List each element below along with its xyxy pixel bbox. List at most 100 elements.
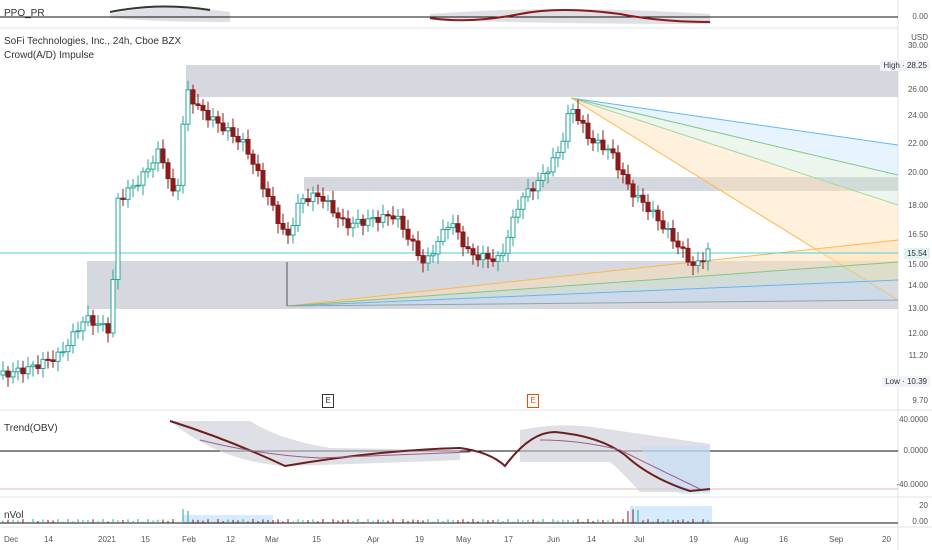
candle bbox=[275, 204, 281, 224]
candle bbox=[10, 371, 16, 378]
candle bbox=[500, 252, 506, 257]
trend-axis-label: -40.0000 bbox=[896, 480, 928, 489]
time-axis-label: Apr bbox=[367, 535, 380, 544]
candle bbox=[560, 140, 566, 153]
candle bbox=[515, 208, 521, 218]
candle bbox=[180, 123, 186, 186]
symbol-title[interactable]: SoFi Technologies, Inc., 24h, Cboe BZX bbox=[4, 36, 182, 47]
candle bbox=[40, 358, 46, 369]
high-badge: High · 28.25 bbox=[880, 60, 930, 71]
candle bbox=[280, 222, 286, 230]
candle bbox=[290, 224, 296, 236]
candle bbox=[650, 209, 656, 213]
price-axis-label: 18.00 bbox=[907, 201, 928, 210]
candle bbox=[115, 197, 121, 280]
price-axis-label: 15.00 bbox=[907, 260, 928, 269]
candle bbox=[380, 214, 386, 223]
candle bbox=[300, 198, 306, 204]
candle bbox=[130, 185, 136, 189]
candle bbox=[85, 315, 91, 323]
time-axis-label: 12 bbox=[226, 535, 235, 544]
candle bbox=[565, 113, 571, 142]
current-price-badge: 15.54 bbox=[903, 248, 930, 259]
price-axis-label: 20.00 bbox=[907, 168, 928, 177]
candle bbox=[425, 255, 431, 264]
candle bbox=[600, 139, 606, 151]
candle bbox=[680, 246, 686, 249]
candle bbox=[185, 89, 191, 125]
nvol-pane bbox=[0, 506, 898, 524]
candle bbox=[320, 195, 326, 202]
indicator-label[interactable]: Crowd(A/D) Impulse bbox=[4, 50, 95, 61]
candle bbox=[540, 172, 546, 181]
candle bbox=[630, 183, 636, 198]
candle bbox=[385, 214, 391, 217]
trend-label[interactable]: Trend(OBV) bbox=[4, 423, 58, 434]
candle bbox=[315, 192, 321, 197]
candle bbox=[550, 157, 556, 173]
candle bbox=[345, 218, 351, 229]
time-axis-label: 20 bbox=[882, 535, 891, 544]
time-axis-label: 17 bbox=[504, 535, 513, 544]
candle bbox=[665, 228, 671, 231]
earnings-marker[interactable]: E bbox=[527, 394, 539, 408]
time-axis-label: Sep bbox=[829, 535, 844, 544]
candle bbox=[670, 228, 676, 242]
candle bbox=[485, 253, 491, 260]
candle bbox=[325, 200, 331, 203]
candlestick-series[interactable] bbox=[0, 80, 711, 387]
time-axis-label: May bbox=[456, 535, 472, 544]
candle bbox=[50, 359, 56, 362]
candle bbox=[25, 366, 31, 375]
candle bbox=[220, 122, 226, 132]
candle bbox=[645, 201, 651, 213]
candle bbox=[205, 109, 211, 121]
candle bbox=[270, 196, 276, 206]
time-axis-label: Jun bbox=[547, 535, 560, 544]
time-axis-label: 2021 bbox=[98, 535, 116, 544]
candle bbox=[335, 212, 341, 219]
candle bbox=[125, 187, 131, 200]
candle bbox=[430, 253, 436, 257]
candle bbox=[415, 240, 421, 257]
nvol-label[interactable]: nVol bbox=[4, 510, 24, 521]
candle bbox=[420, 255, 426, 264]
earnings-marker[interactable]: E bbox=[322, 394, 334, 408]
fan-projection bbox=[286, 97, 899, 307]
price-axis-label: 11.20 bbox=[908, 351, 928, 360]
candle bbox=[700, 260, 706, 263]
candle bbox=[230, 127, 236, 137]
nvol-axis-label: 20 bbox=[919, 501, 928, 510]
trend-axis-label: 40.0000 bbox=[899, 415, 928, 424]
candle bbox=[640, 194, 646, 203]
candle bbox=[475, 254, 481, 261]
candle bbox=[200, 104, 206, 111]
candle bbox=[225, 127, 231, 132]
candle bbox=[155, 148, 161, 164]
candle bbox=[450, 223, 456, 228]
candle bbox=[45, 358, 51, 361]
candle bbox=[340, 217, 346, 220]
price-axis-label: 14.00 bbox=[907, 281, 928, 290]
candle bbox=[175, 184, 181, 192]
time-axis-label: 16 bbox=[779, 535, 788, 544]
candle bbox=[100, 323, 106, 326]
candle bbox=[20, 367, 26, 375]
candle bbox=[460, 231, 466, 248]
candle bbox=[570, 109, 576, 115]
candle bbox=[655, 209, 661, 222]
candle bbox=[545, 171, 551, 174]
candle bbox=[75, 330, 81, 333]
candle bbox=[330, 200, 336, 214]
time-axis-label: 15 bbox=[312, 535, 321, 544]
candle bbox=[695, 260, 701, 266]
time-axis-label: 15 bbox=[141, 535, 150, 544]
candle bbox=[295, 202, 301, 226]
price-axis-label: 13.00 bbox=[907, 304, 928, 313]
candle bbox=[250, 153, 256, 165]
candle bbox=[365, 218, 371, 226]
candle bbox=[255, 163, 261, 171]
candle bbox=[410, 238, 416, 242]
time-axis-label: Jul bbox=[634, 535, 645, 544]
